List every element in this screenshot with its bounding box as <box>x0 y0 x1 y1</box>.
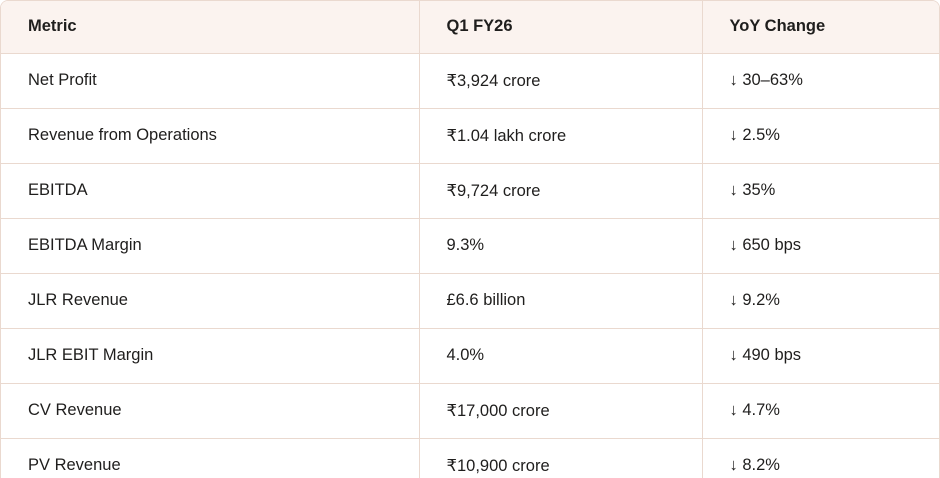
cell-metric: JLR EBIT Margin <box>1 328 420 384</box>
cell-metric: EBITDA Margin <box>1 218 420 274</box>
cell-change: ↓ 650 bps <box>702 218 939 274</box>
cell-metric: Net Profit <box>1 53 420 109</box>
table-row: EBITDA Margin 9.3% ↓ 650 bps <box>1 218 939 274</box>
cell-change: ↓ 30–63% <box>702 53 939 109</box>
cell-value: ₹1.04 lakh crore <box>419 108 703 164</box>
cell-change: ↓ 2.5% <box>702 108 939 164</box>
cell-change: ↓ 35% <box>702 163 939 219</box>
cell-value: 9.3% <box>419 218 703 274</box>
table-row: Net Profit ₹3,924 crore ↓ 30–63% <box>1 53 939 109</box>
header-metric: Metric <box>1 1 420 54</box>
cell-metric: CV Revenue <box>1 383 420 439</box>
table-body: Net Profit ₹3,924 crore ↓ 30–63% Revenue… <box>1 53 939 478</box>
cell-change: ↓ 8.2% <box>702 438 939 478</box>
cell-change: ↓ 4.7% <box>702 383 939 439</box>
cell-metric: Revenue from Operations <box>1 108 420 164</box>
table-row: JLR Revenue £6.6 billion ↓ 9.2% <box>1 273 939 329</box>
cell-metric: JLR Revenue <box>1 273 420 329</box>
table-row: PV Revenue ₹10,900 crore ↓ 8.2% <box>1 438 939 478</box>
table-row: EBITDA ₹9,724 crore ↓ 35% <box>1 163 939 219</box>
cell-value: 4.0% <box>419 328 703 384</box>
table-header: Metric Q1 FY26 YoY Change <box>1 1 939 54</box>
cell-value: ₹9,724 crore <box>419 163 703 219</box>
cell-value: ₹17,000 crore <box>419 383 703 439</box>
header-q1-fy26: Q1 FY26 <box>419 1 703 54</box>
table-row: JLR EBIT Margin 4.0% ↓ 490 bps <box>1 328 939 384</box>
cell-value: ₹3,924 crore <box>419 53 703 109</box>
cell-metric: EBITDA <box>1 163 420 219</box>
table-row: CV Revenue ₹17,000 crore ↓ 4.7% <box>1 383 939 439</box>
cell-value: ₹10,900 crore <box>419 438 703 478</box>
cell-change: ↓ 490 bps <box>702 328 939 384</box>
header-row: Metric Q1 FY26 YoY Change <box>1 1 939 54</box>
table-row: Revenue from Operations ₹1.04 lakh crore… <box>1 108 939 164</box>
header-yoy-change: YoY Change <box>702 1 939 54</box>
cell-value: £6.6 billion <box>419 273 703 329</box>
cell-change: ↓ 9.2% <box>702 273 939 329</box>
cell-metric: PV Revenue <box>1 438 420 478</box>
